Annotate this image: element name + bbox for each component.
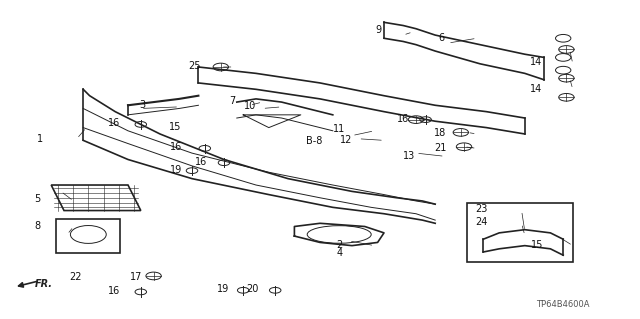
Text: 16: 16 [195,157,207,167]
Text: 19: 19 [170,165,182,175]
Text: 22: 22 [69,271,82,282]
Text: 11: 11 [333,124,346,134]
Text: 16: 16 [108,286,120,296]
Text: 8: 8 [34,221,40,231]
Text: 21: 21 [435,143,447,153]
Text: 16: 16 [108,118,120,129]
Text: 25: 25 [188,61,201,71]
Text: 20: 20 [246,284,259,294]
Text: FR.: FR. [35,279,53,289]
Text: 19: 19 [217,284,229,294]
Text: 13: 13 [403,151,415,161]
Text: 23: 23 [476,204,488,214]
Text: 14: 14 [530,57,542,67]
Text: 15: 15 [169,122,181,132]
Text: 24: 24 [476,217,488,227]
Text: 16: 16 [397,114,410,124]
Text: 6: 6 [438,33,445,43]
Text: B-8: B-8 [305,136,322,146]
Text: 12: 12 [340,135,353,145]
Text: 9: 9 [375,25,381,35]
Text: 14: 14 [530,84,542,94]
Text: 15: 15 [531,240,543,250]
Text: 17: 17 [130,271,142,282]
Text: 16: 16 [170,142,182,152]
Text: 18: 18 [434,128,446,138]
Text: 5: 5 [34,194,40,204]
Text: 2: 2 [336,240,342,250]
Text: 4: 4 [336,248,342,258]
Text: 10: 10 [244,101,256,111]
Text: 1: 1 [37,134,44,144]
Text: TP64B4600A: TP64B4600A [536,300,590,309]
Text: 3: 3 [140,100,146,110]
Text: 7: 7 [229,96,236,106]
